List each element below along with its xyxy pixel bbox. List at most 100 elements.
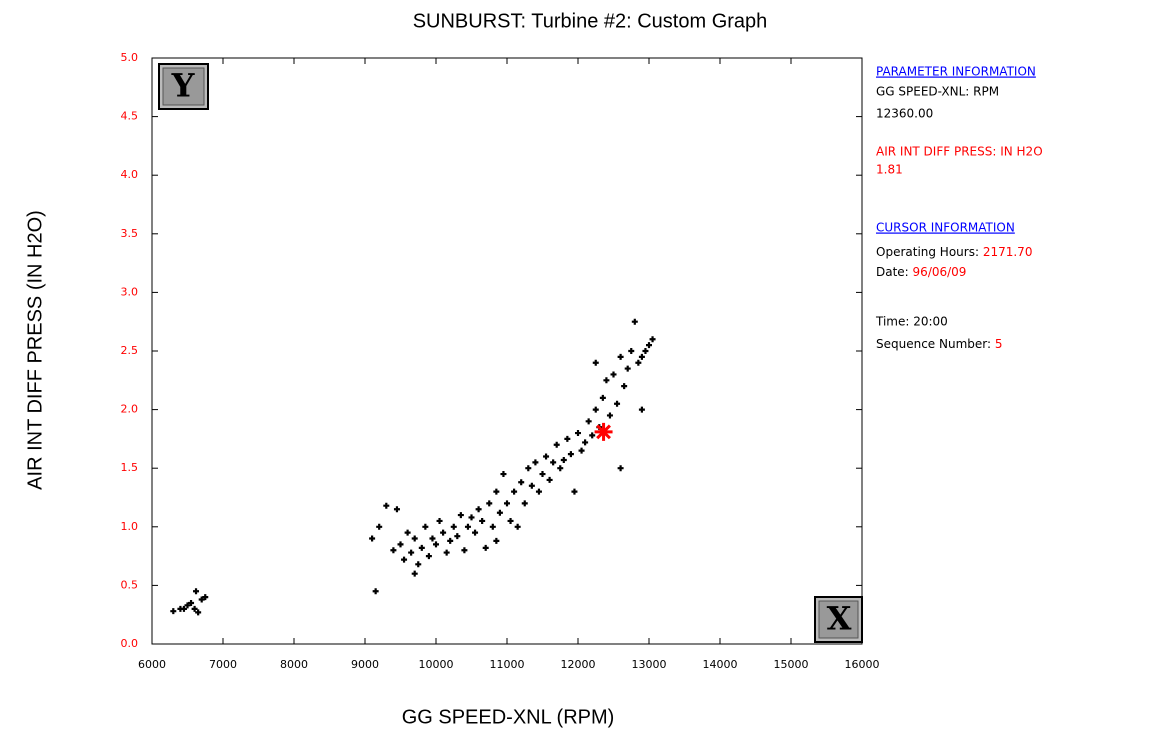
x-tick-label: 6000 (138, 658, 166, 671)
y-tick-label: 0.0 (121, 637, 139, 650)
y-tick-label: 3.0 (121, 285, 139, 298)
x-tick-label: 13000 (632, 658, 667, 671)
date-value: 96/06/09 (913, 265, 967, 279)
point (489, 523, 496, 530)
x-param: GG SPEED-XNL: RPM (876, 85, 999, 99)
seq-value: 5 (995, 337, 1003, 351)
button-inner (162, 67, 205, 106)
y-button[interactable]: Y (158, 63, 209, 110)
point (614, 400, 621, 407)
point (649, 336, 656, 343)
point (486, 500, 493, 507)
time: Time: 20:00 (875, 315, 948, 329)
point (578, 447, 585, 454)
y-axis-label: AIR INT DIFF PRESS (IN H2O) (24, 210, 46, 490)
point (521, 500, 528, 507)
point (475, 506, 482, 513)
point (496, 509, 503, 516)
point (603, 377, 610, 384)
point (202, 594, 209, 601)
y-tick-label: 4.5 (121, 110, 139, 123)
point (393, 506, 400, 513)
y-tick-label: 1.5 (121, 461, 139, 474)
panel-heading[interactable]: CURSOR INFORMATION (876, 221, 1015, 235)
point (404, 529, 411, 536)
point (482, 544, 489, 551)
point (472, 529, 479, 536)
point (567, 451, 574, 458)
point (390, 547, 397, 554)
point (599, 394, 606, 401)
point (433, 541, 439, 548)
point (507, 517, 514, 524)
point (642, 348, 649, 354)
x-tick-label: 15000 (774, 658, 809, 671)
hours-value: 2171.70 (983, 245, 1033, 259)
y-tick-label: 2.0 (121, 403, 139, 416)
point (191, 605, 198, 612)
y-param: AIR INT DIFF PRESS: IN H2O (876, 145, 1043, 159)
point (582, 439, 589, 446)
point (422, 523, 429, 530)
point (553, 441, 560, 448)
button-label: Y (171, 67, 196, 105)
point (617, 353, 624, 360)
cursor (594, 422, 613, 441)
point (454, 533, 461, 540)
x-tick-label: 12000 (561, 658, 596, 671)
point (504, 500, 510, 507)
sequence: Sequence Number: 5 (876, 337, 1003, 351)
point (195, 609, 202, 616)
point (457, 512, 464, 519)
point (383, 502, 390, 509)
point (493, 537, 500, 544)
point (589, 432, 596, 439)
hours-label: Operating Hours: (876, 245, 983, 259)
date: Date: 96/06/09 (876, 265, 966, 279)
point (560, 456, 567, 463)
panel-heading[interactable]: PARAMETER INFORMATION (876, 65, 1036, 79)
x-axis-label: GG SPEED-XNL (RPM) (402, 706, 615, 728)
point (546, 476, 553, 483)
point (646, 342, 652, 349)
point (440, 529, 447, 536)
x-tick-label: 10000 (419, 658, 454, 671)
point (418, 544, 425, 551)
point (193, 588, 200, 595)
point (557, 465, 564, 472)
button-inner (818, 600, 859, 639)
hours: Operating Hours: 2171.70 (876, 245, 1032, 259)
x-tick-label: 14000 (703, 658, 738, 671)
x-tick-label: 16000 (845, 658, 880, 671)
point (170, 608, 177, 615)
point (550, 459, 557, 466)
point (411, 535, 418, 542)
point (532, 459, 539, 466)
x-value: 12360.00 (876, 107, 933, 121)
point (408, 549, 415, 556)
point (397, 541, 404, 548)
plot-frame (151, 57, 863, 645)
point (479, 517, 486, 524)
button-label: X (827, 600, 852, 638)
y-tick-label: 0.5 (121, 578, 139, 591)
x-tick-label: 8000 (280, 658, 308, 671)
point (464, 523, 471, 530)
x-button[interactable]: X (814, 596, 863, 643)
point (461, 547, 468, 554)
point (606, 412, 613, 419)
point (585, 418, 592, 425)
point (514, 523, 521, 530)
x-tick-label: 9000 (351, 658, 379, 671)
x-tick-label: 11000 (490, 658, 525, 671)
point (376, 523, 383, 530)
point (415, 561, 422, 568)
point (628, 348, 635, 354)
point (528, 482, 535, 489)
point (443, 549, 450, 556)
point (638, 353, 645, 360)
point (468, 514, 475, 521)
x-tick-label: 7000 (209, 658, 237, 671)
point (535, 488, 542, 495)
point (631, 318, 638, 325)
